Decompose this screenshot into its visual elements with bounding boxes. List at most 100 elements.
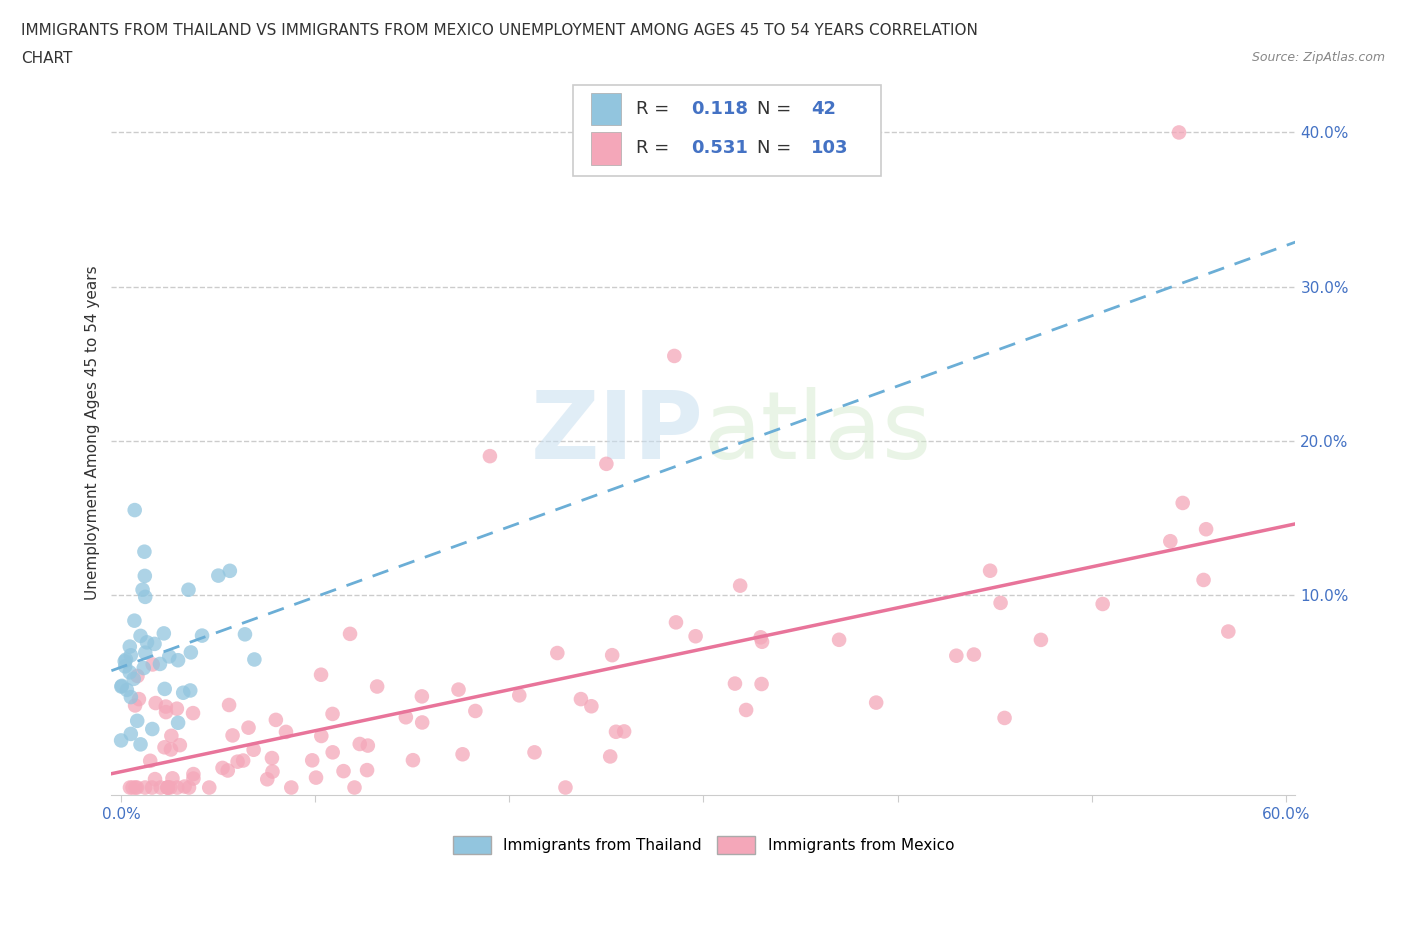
- Point: [332, 764, 354, 778]
- Point: [865, 695, 887, 710]
- Point: [180, 645, 202, 660]
- Point: [735, 702, 758, 717]
- Point: [945, 648, 967, 663]
- Bar: [591, 93, 620, 126]
- Point: [264, 712, 287, 727]
- Point: [1159, 534, 1181, 549]
- Point: [124, 780, 146, 795]
- Point: [256, 772, 278, 787]
- Point: [153, 740, 176, 755]
- Text: 103: 103: [811, 140, 849, 157]
- Text: ZIP: ZIP: [530, 387, 703, 479]
- Text: 0.118: 0.118: [692, 100, 748, 118]
- Point: [124, 698, 146, 713]
- Point: [1168, 125, 1191, 140]
- Point: [1091, 596, 1114, 611]
- Point: [169, 737, 191, 752]
- Point: [402, 752, 425, 767]
- Point: [183, 771, 205, 786]
- Point: [179, 683, 201, 698]
- Point: [464, 703, 486, 718]
- Point: [665, 615, 688, 630]
- Point: [828, 632, 851, 647]
- Point: [120, 648, 142, 663]
- Point: [153, 626, 176, 641]
- Point: [990, 595, 1012, 610]
- Point: [993, 711, 1015, 725]
- Text: N =: N =: [756, 140, 797, 157]
- Point: [129, 737, 152, 751]
- Point: [114, 654, 136, 669]
- Point: [411, 689, 433, 704]
- Point: [177, 780, 200, 795]
- Point: [156, 780, 179, 795]
- Point: [118, 665, 141, 680]
- Text: CHART: CHART: [21, 51, 73, 66]
- Point: [157, 649, 180, 664]
- Point: [118, 780, 141, 795]
- Point: [664, 349, 686, 364]
- Point: [217, 763, 239, 777]
- Point: [159, 780, 181, 795]
- Point: [211, 761, 233, 776]
- Point: [134, 590, 156, 604]
- Point: [546, 645, 568, 660]
- Point: [166, 780, 188, 795]
- Point: [142, 657, 165, 671]
- Point: [581, 698, 603, 713]
- Point: [523, 745, 546, 760]
- Point: [134, 544, 156, 559]
- Point: [728, 578, 751, 593]
- Point: [172, 685, 194, 700]
- Point: [115, 683, 138, 698]
- Point: [120, 726, 142, 741]
- Point: [599, 749, 621, 764]
- Point: [447, 683, 470, 698]
- Point: [243, 652, 266, 667]
- Point: [167, 653, 190, 668]
- Point: [181, 706, 204, 721]
- Point: [749, 630, 772, 644]
- Point: [167, 715, 190, 730]
- Point: [118, 639, 141, 654]
- Point: [366, 679, 388, 694]
- Point: [569, 692, 592, 707]
- Point: [322, 745, 344, 760]
- Bar: [591, 132, 620, 165]
- Point: [156, 780, 179, 795]
- Point: [134, 568, 156, 583]
- Point: [274, 724, 297, 739]
- Point: [149, 780, 172, 795]
- Point: [309, 668, 332, 683]
- Point: [233, 627, 256, 642]
- Point: [221, 728, 243, 743]
- Point: [132, 660, 155, 675]
- Point: [191, 628, 214, 643]
- Point: [751, 634, 773, 649]
- Point: [301, 753, 323, 768]
- Point: [322, 707, 344, 722]
- Point: [128, 692, 150, 707]
- Point: [155, 699, 177, 714]
- Point: [979, 564, 1001, 578]
- Point: [141, 722, 163, 737]
- Point: [478, 448, 501, 463]
- Point: [125, 780, 148, 795]
- Text: 0.531: 0.531: [692, 140, 748, 157]
- Point: [127, 669, 149, 684]
- Point: [156, 780, 179, 795]
- Point: [554, 780, 576, 795]
- Legend: Immigrants from Thailand, Immigrants from Mexico: Immigrants from Thailand, Immigrants fro…: [447, 830, 960, 860]
- Text: Source: ZipAtlas.com: Source: ZipAtlas.com: [1251, 51, 1385, 64]
- Point: [1171, 496, 1194, 511]
- FancyBboxPatch shape: [574, 86, 882, 176]
- Point: [160, 728, 183, 743]
- Point: [232, 753, 254, 768]
- Point: [226, 754, 249, 769]
- Point: [508, 688, 530, 703]
- Point: [218, 698, 240, 712]
- Point: [349, 737, 371, 751]
- Point: [357, 738, 380, 753]
- Point: [343, 780, 366, 795]
- Point: [183, 766, 205, 781]
